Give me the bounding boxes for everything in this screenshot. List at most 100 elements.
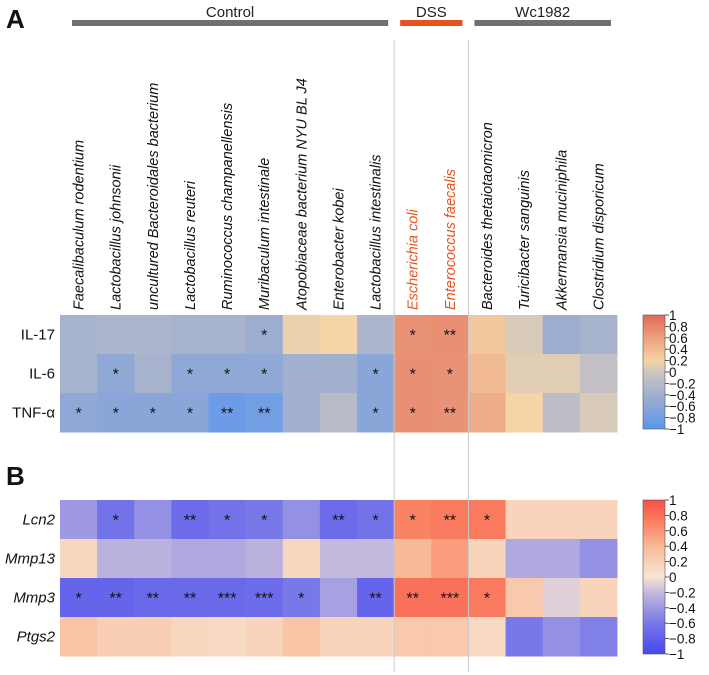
heatmap-cell (431, 393, 469, 433)
heatmap-cell (394, 354, 432, 394)
row-label: Mmp3 (13, 590, 55, 607)
heatmap-cell (134, 354, 172, 394)
significance-mark: ** (444, 513, 456, 530)
heatmap-cell (357, 500, 395, 540)
significance-mark: * (113, 406, 119, 423)
species-label: Clostridium disporicum (591, 163, 607, 310)
group-bar-control (72, 20, 389, 26)
heatmap-cell (505, 393, 544, 433)
heatmap-cell (394, 500, 432, 540)
group-label-wc1982: Wc1982 (515, 4, 570, 21)
significance-mark: * (75, 406, 81, 423)
significance-mark: * (113, 367, 119, 384)
heatmap-cell (468, 617, 507, 657)
significance-mark: ** (184, 513, 196, 530)
colorbar-tick-label: 0.2 (669, 555, 688, 570)
colorbar-tick-label: 0.4 (669, 539, 688, 554)
significance-mark: * (410, 406, 416, 423)
heatmap-cell (97, 617, 135, 657)
heatmap-cell (505, 315, 544, 355)
heatmap-cell (282, 393, 321, 433)
heatmap-cell (134, 500, 172, 540)
heatmap-cell (394, 578, 432, 618)
heatmap-cell (245, 578, 284, 618)
heatmap-cell (357, 578, 395, 618)
heatmap-cell (505, 354, 544, 394)
group-bar-dss (400, 20, 463, 26)
heatmap-cell (171, 500, 210, 540)
heatmap-cell (468, 539, 507, 579)
row-label: TNF-α (12, 405, 55, 422)
colorbar-tick-label: −1 (669, 647, 684, 662)
heatmap-cell (505, 617, 544, 657)
heatmap-cell (394, 393, 432, 433)
significance-mark: *** (218, 591, 237, 608)
colorbar-tick-label: 0.8 (669, 319, 688, 334)
heatmap-cell (134, 617, 172, 657)
heatmap-cell (579, 315, 618, 355)
species-label: Akkermansia muciniphila (554, 150, 570, 311)
heatmap-cell (542, 617, 581, 657)
heatmap-cell (542, 539, 581, 579)
row-label: Mmp13 (5, 551, 56, 568)
heatmap-cell (357, 539, 395, 579)
colorbar-tick-label: 0.8 (669, 508, 688, 523)
significance-mark: * (410, 513, 416, 530)
heatmap-cell (468, 500, 507, 540)
heatmap-cell (542, 500, 581, 540)
heatmap-cell (431, 315, 469, 355)
heatmap-cell (505, 539, 544, 579)
heatmap-cell (97, 539, 135, 579)
heatmap-cell (245, 500, 284, 540)
colorbar-tick-label: −0.4 (669, 388, 696, 403)
colorbar-tick-label: 0 (669, 570, 677, 585)
row-label: Ptgs2 (17, 629, 56, 646)
significance-mark: * (410, 328, 416, 345)
species-label: Lactobacillus reuteri (183, 180, 199, 310)
species-label: uncultured Bacteroidales bacterium (146, 83, 162, 310)
colorbar-tick-label: −0.8 (669, 411, 696, 426)
species-label: Faecalibaculum rodentium (72, 140, 88, 310)
heatmap-cell (134, 578, 172, 618)
species-label: Atopobiaceae bacterium NYU BL J4 (294, 78, 310, 311)
colorbar-tick-label: 1 (669, 493, 677, 508)
significance-mark: ** (406, 591, 418, 608)
heatmap-cell (171, 315, 210, 355)
heatmap-cell (245, 354, 284, 394)
significance-mark: * (261, 328, 267, 345)
heatmap-cell (394, 539, 432, 579)
heatmap-cell (208, 354, 247, 394)
colorbar-tick-label: 0.6 (669, 524, 688, 539)
heatmap-cell (468, 578, 507, 618)
heatmap-cell (319, 500, 358, 540)
heatmap-cell (245, 393, 284, 433)
heatmap-cell (282, 539, 321, 579)
significance-mark: * (372, 406, 378, 423)
heatmap-cell (60, 354, 98, 394)
row-label: IL-6 (29, 366, 55, 383)
group-bars: Control DSS Wc1982 A B (6, 4, 611, 491)
significance-mark: ** (258, 406, 270, 423)
heatmap-cell (319, 539, 358, 579)
heatmap-cell (171, 393, 210, 433)
heatmap-cell (579, 500, 618, 540)
heatmap-cell (245, 617, 284, 657)
heatmap-cell (282, 354, 321, 394)
colorbar-tick-label: 0.2 (669, 354, 688, 369)
heatmap-cell (134, 539, 172, 579)
heatmap-cell (208, 617, 247, 657)
heatmap-cell (505, 500, 544, 540)
species-label: Turicibacter sanguinis (517, 170, 533, 310)
panel-a: IL-17 * * **IL-6 * * * * * * *TNF-α * * * * ** ** * * **10.… (12, 308, 696, 437)
heatmap-cell (97, 393, 135, 433)
significance-mark: ** (109, 591, 121, 608)
heatmap-cell (357, 354, 395, 394)
heatmap-cell (282, 617, 321, 657)
heatmap-cell (357, 617, 395, 657)
heatmap-cell (394, 617, 432, 657)
significance-mark: ** (369, 591, 381, 608)
heatmap-cell (579, 578, 618, 618)
heatmap-cell (431, 617, 469, 657)
heatmap-cell (394, 315, 432, 355)
significance-mark: * (187, 367, 193, 384)
